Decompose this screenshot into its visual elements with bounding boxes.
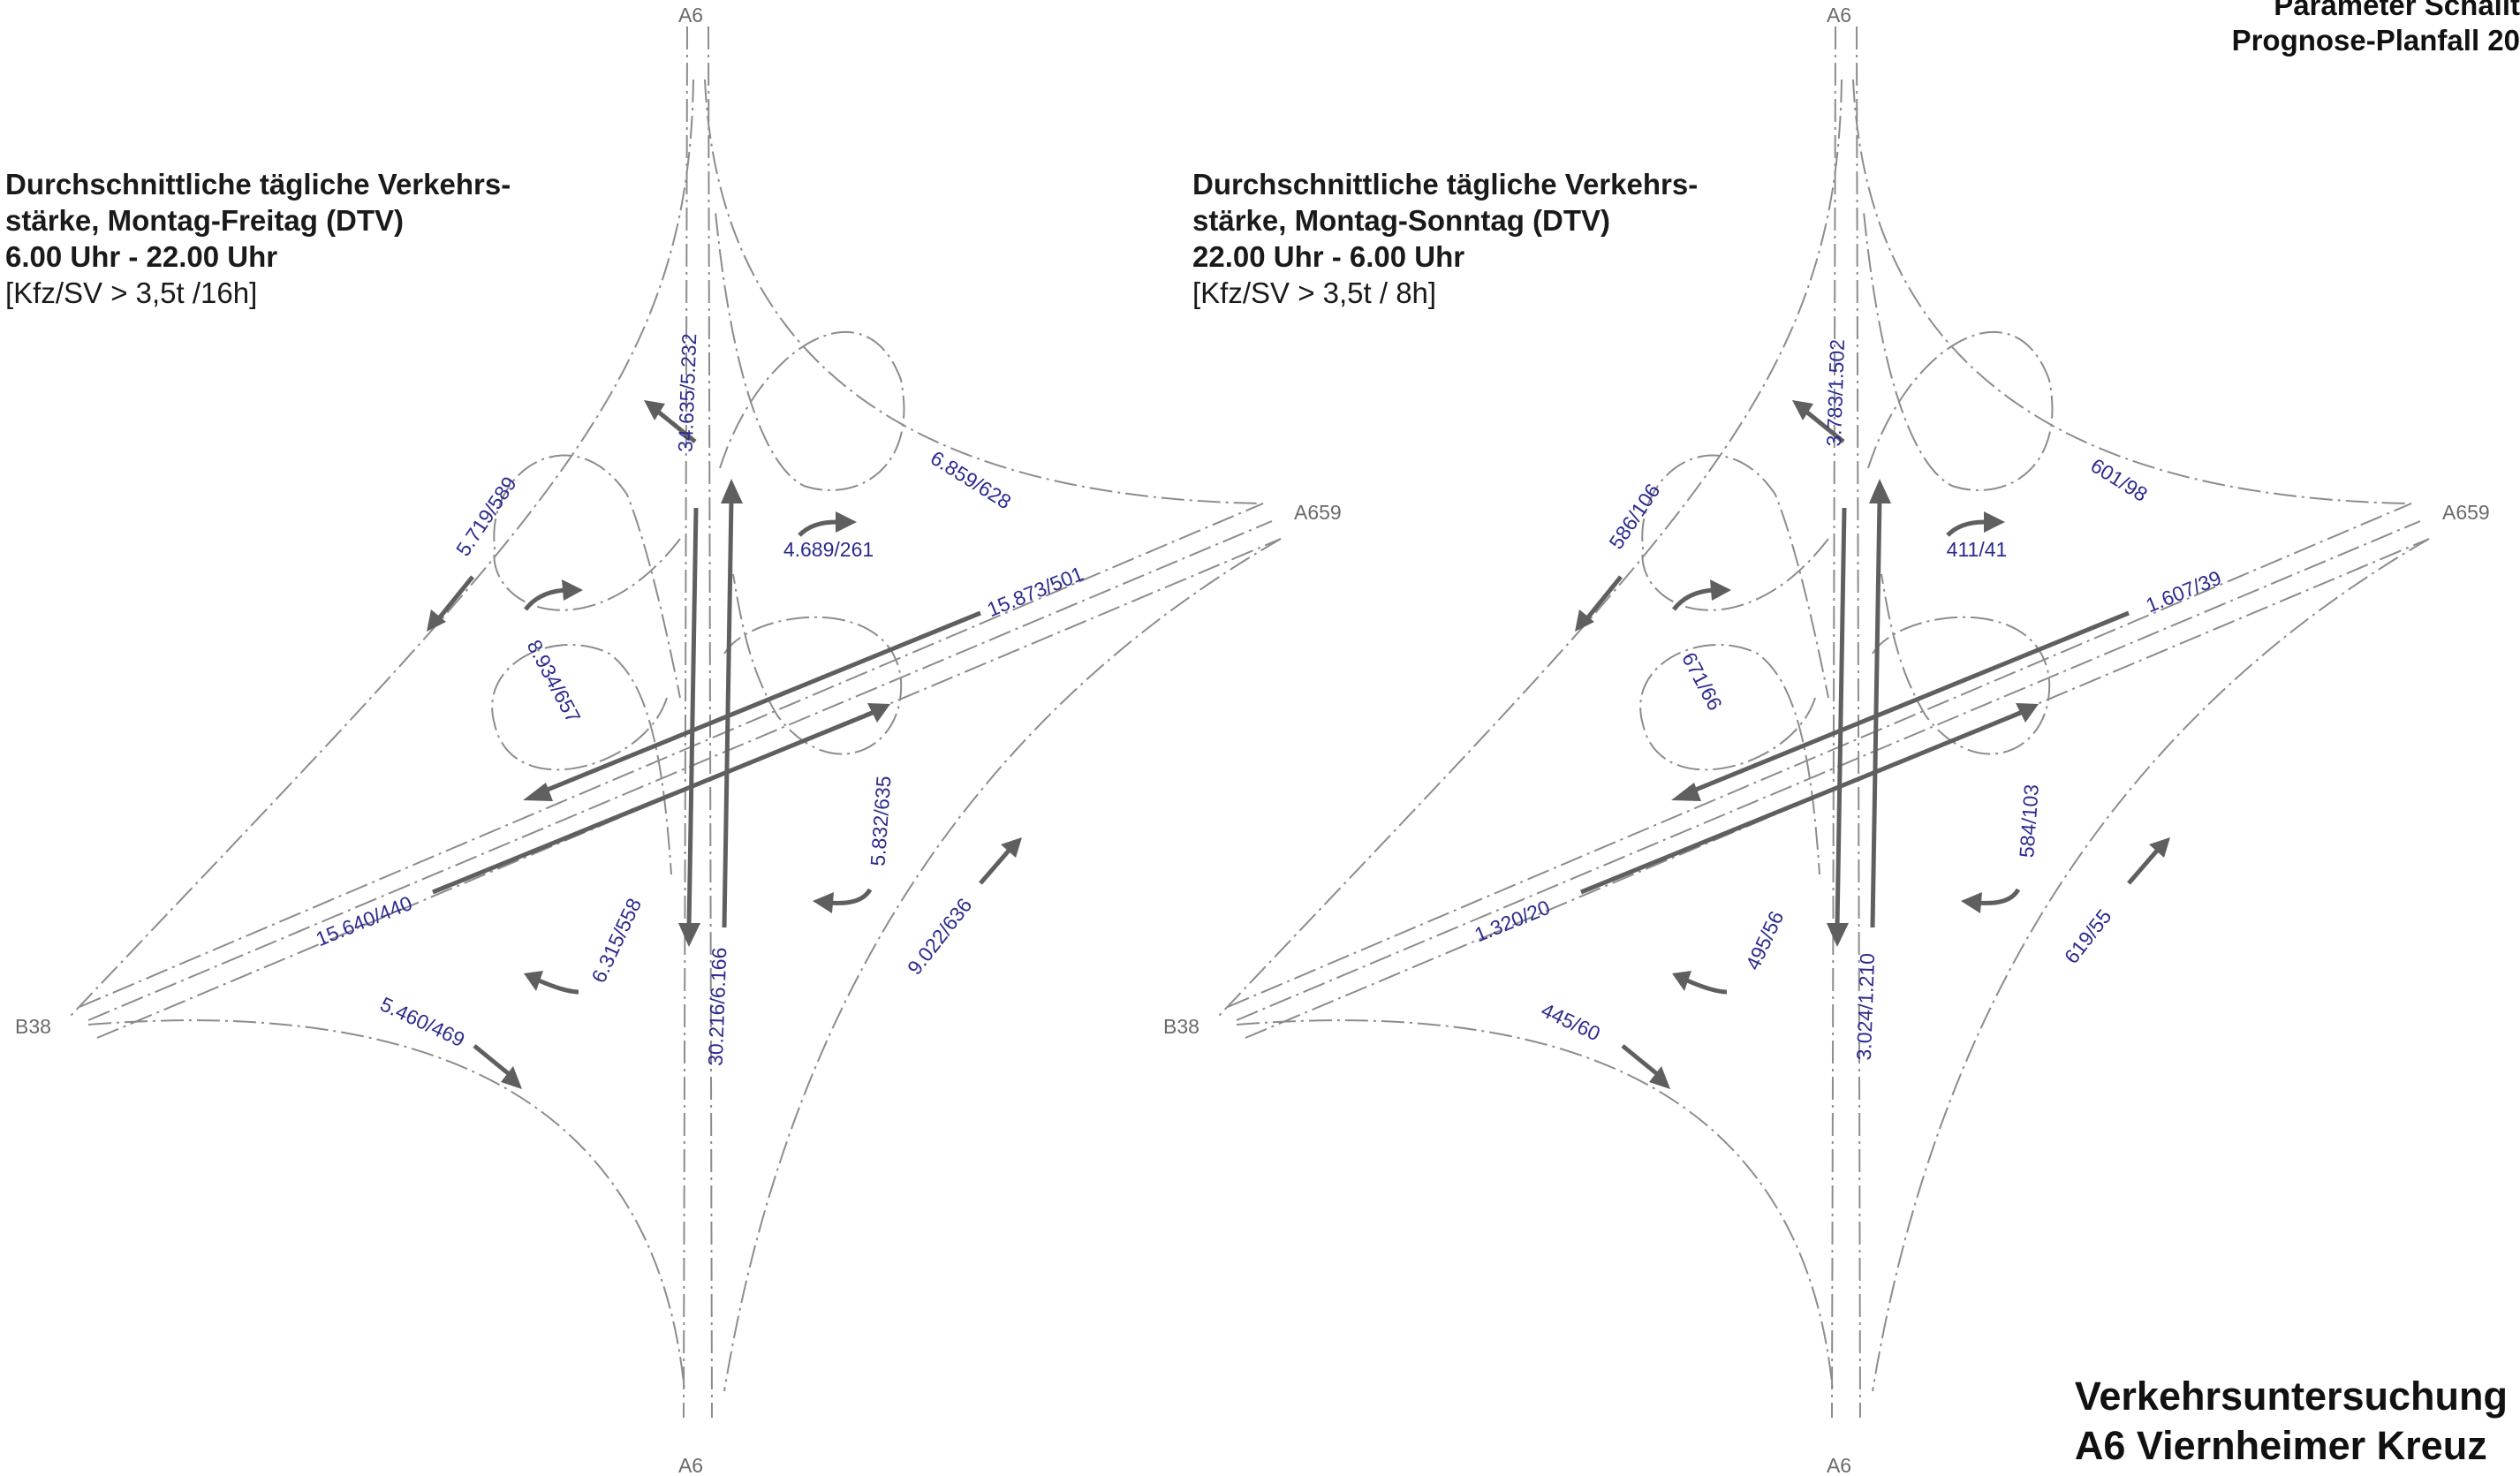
arrow-head <box>1869 479 1891 503</box>
flow-label-loop-ne: 411/41 <box>1947 538 2008 561</box>
arrow-loop-sw <box>538 978 579 995</box>
arrow-head <box>1649 1066 1670 1089</box>
header-line: Durchschnittliche tägliche Verkehrs- <box>5 168 511 201</box>
corner-line-1: Parameter Schallt <box>2274 0 2520 21</box>
header-left: Durchschnittliche tägliche Verkehrs- stä… <box>5 166 511 311</box>
document-title: Verkehrsuntersuchung A6 Viernheimer Kreu… <box>2075 1372 2508 1471</box>
arrow-ramp-se <box>979 849 1010 885</box>
arrow-east-main <box>432 709 875 895</box>
arrow-ramp-ne <box>1805 410 1845 443</box>
flow-label-ramp-se: 619/55 <box>2060 905 2116 967</box>
flow-label-loop-nw: 8.934/657 <box>523 636 586 727</box>
arrow-head <box>524 971 543 991</box>
arrow-head <box>836 511 857 533</box>
header-line: 6.00 Uhr - 22.00 Uhr <box>5 240 278 273</box>
flow-label-ramp-sw: 445/60 <box>1538 998 1604 1045</box>
flow-label-loop-se: 5.832/635 <box>866 775 895 867</box>
arrow-head <box>721 479 743 503</box>
road-label-west: B38 <box>15 1015 51 1038</box>
header-line: 22.00 Uhr - 6.00 Uhr <box>1192 240 1465 273</box>
road-label-south: A6 <box>1827 1454 1851 1476</box>
arrow-loop-se <box>829 888 873 905</box>
flow-label-west-main: 15.873/501 <box>984 562 1086 621</box>
arrow-loop-ne <box>798 519 840 537</box>
header-line: stärke, Montag-Sonntag (DTV) <box>1192 204 1611 237</box>
header-unit: [Kfz/SV > 3,5t / 8h] <box>1192 276 1437 309</box>
road-label-west: B38 <box>1163 1015 1199 1038</box>
arrow-ramp-sw <box>473 1044 510 1075</box>
arrow-loop-nw <box>1672 587 1714 611</box>
flow-label-a6-north: 3.024/1.210 <box>1852 953 1879 1061</box>
arrow-ramp-nw <box>437 575 474 620</box>
flow-label-ramp-nw: 5.719/589 <box>451 473 521 560</box>
arrow-ramp-nw <box>1585 575 1623 620</box>
flow-label-a6-north: 30.216/6.166 <box>704 947 731 1066</box>
arrow-head <box>1827 923 1849 947</box>
arrow-head <box>2016 703 2039 723</box>
flow-label-loop-sw: 495/56 <box>1741 907 1788 973</box>
flow-label-ramp-se: 9.022/636 <box>903 894 976 980</box>
flow-label-loop-ne: 4.689/261 <box>783 538 874 561</box>
flow-label-loop-nw: 671/66 <box>1677 648 1727 714</box>
road-label-north: A6 <box>1827 4 1851 26</box>
arrow-head <box>1575 609 1594 632</box>
arrow-head <box>1792 400 1813 420</box>
arrow-a6-south <box>686 507 699 928</box>
header-line: stärke, Montag-Freitag (DTV) <box>5 204 405 237</box>
road-label-south: A6 <box>678 1454 703 1476</box>
arrow-head <box>1961 892 1982 913</box>
road-label-north: A6 <box>678 4 703 26</box>
arrow-head <box>867 703 890 723</box>
arrow-head <box>1001 837 1022 858</box>
arrow-head <box>1672 971 1691 991</box>
corner-line-2: Prognose-Planfall 20 <box>2231 24 2520 57</box>
arrow-head <box>813 892 834 913</box>
flow-label-east-main: 15.640/440 <box>313 891 415 950</box>
flow-label-a6-south: 3.783/1.502 <box>1822 339 1849 447</box>
arrow-a6-north <box>1870 498 1882 928</box>
flow-label-a6-south: 34.635/5.232 <box>674 333 701 452</box>
arrow-ramp-sw <box>1621 1044 1658 1075</box>
arrow-a6-south <box>1835 507 1847 928</box>
corner-label: Parameter Schallt Prognose-Planfall 20 <box>2232 0 2520 58</box>
header-right: Durchschnittliche tägliche Verkehrs- stä… <box>1192 166 1698 311</box>
arrow-head <box>644 400 665 420</box>
flow-label-loop-sw: 6.315/558 <box>586 895 646 987</box>
arrow-head <box>1671 783 1701 801</box>
road-label-east: A659 <box>1294 501 1342 524</box>
arrow-ramp-se <box>2127 849 2159 885</box>
header-line: Durchschnittliche tägliche Verkehrs- <box>1192 168 1699 201</box>
arrow-head <box>1984 511 2005 533</box>
arrow-loop-ne <box>1946 519 1988 537</box>
arrow-head <box>501 1066 522 1089</box>
flow-label-loop-se: 584/103 <box>2015 783 2043 859</box>
arrow-west-main <box>538 610 981 796</box>
arrow-a6-north <box>722 498 734 928</box>
title-line-1: Verkehrsuntersuchung <box>2074 1374 2508 1419</box>
arrow-loop-se <box>1978 888 2021 905</box>
header-unit: [Kfz/SV > 3,5t /16h] <box>5 276 258 309</box>
arrow-head <box>427 609 446 632</box>
arrow-head <box>678 923 700 947</box>
arrow-head <box>1710 579 1731 601</box>
flow-label-ramp-ne: 601/98 <box>2087 454 2152 506</box>
arrow-loop-nw <box>524 587 566 611</box>
arrow-head <box>2149 837 2170 858</box>
arrow-ramp-ne <box>656 410 697 443</box>
arrow-head <box>562 579 583 601</box>
arrow-loop-sw <box>1686 978 1728 995</box>
arrow-east-main <box>1580 709 2024 895</box>
arrow-west-main <box>1686 610 2130 796</box>
arrow-head <box>523 783 553 801</box>
title-line-2: A6 Viernheimer Kreuz <box>2074 1423 2487 1468</box>
road-label-east: A659 <box>2442 501 2490 524</box>
